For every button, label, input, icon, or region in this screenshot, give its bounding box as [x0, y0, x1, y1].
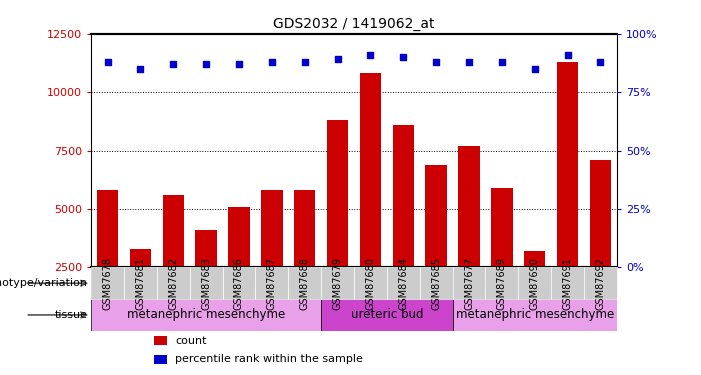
- Text: GSM87681: GSM87681: [135, 257, 145, 310]
- Text: GSM87682: GSM87682: [168, 257, 178, 310]
- Point: [529, 66, 540, 72]
- Bar: [91, 267, 453, 299]
- Text: count: count: [175, 336, 207, 346]
- Bar: [590, 160, 611, 267]
- Text: GSM87687: GSM87687: [267, 257, 277, 310]
- FancyBboxPatch shape: [124, 267, 157, 299]
- Point: [463, 59, 475, 65]
- Bar: [321, 299, 453, 331]
- FancyBboxPatch shape: [255, 267, 288, 299]
- Point: [266, 59, 278, 65]
- FancyBboxPatch shape: [223, 267, 255, 299]
- Point: [332, 57, 343, 63]
- FancyBboxPatch shape: [354, 267, 387, 299]
- Bar: [393, 125, 414, 267]
- Text: GSM87686: GSM87686: [234, 257, 244, 310]
- Point: [200, 61, 212, 67]
- Point: [496, 59, 508, 65]
- FancyBboxPatch shape: [518, 267, 551, 299]
- Text: GSM87678: GSM87678: [102, 257, 113, 310]
- Bar: [294, 190, 315, 267]
- Bar: [360, 74, 381, 267]
- Text: GSM87692: GSM87692: [595, 257, 606, 310]
- Bar: [154, 355, 168, 364]
- FancyBboxPatch shape: [485, 267, 518, 299]
- Text: GSM87683: GSM87683: [201, 257, 211, 310]
- Point: [102, 59, 113, 65]
- Bar: [453, 267, 617, 299]
- Text: percentile rank within the sample: percentile rank within the sample: [175, 354, 363, 364]
- FancyBboxPatch shape: [288, 267, 321, 299]
- Point: [135, 66, 146, 72]
- Bar: [229, 207, 250, 267]
- Text: metanephric mesenchyme: metanephric mesenchyme: [456, 308, 614, 321]
- Point: [430, 59, 442, 65]
- Bar: [130, 249, 151, 267]
- Bar: [453, 299, 617, 331]
- Bar: [524, 251, 545, 267]
- FancyBboxPatch shape: [190, 267, 223, 299]
- Bar: [163, 195, 184, 267]
- Text: GSM87679: GSM87679: [332, 257, 343, 310]
- Text: GSM87690: GSM87690: [530, 257, 540, 310]
- Bar: [491, 188, 512, 267]
- FancyBboxPatch shape: [551, 267, 584, 299]
- Bar: [426, 165, 447, 267]
- Text: GSM87689: GSM87689: [497, 257, 507, 310]
- Bar: [91, 299, 321, 331]
- Point: [562, 52, 573, 58]
- Text: wild type: wild type: [245, 277, 299, 290]
- Bar: [196, 230, 217, 267]
- Point: [595, 59, 606, 65]
- FancyBboxPatch shape: [420, 267, 453, 299]
- Text: GSM87685: GSM87685: [431, 257, 441, 310]
- Bar: [327, 120, 348, 267]
- FancyBboxPatch shape: [157, 267, 190, 299]
- Bar: [458, 146, 479, 267]
- Text: GSM87691: GSM87691: [563, 257, 573, 310]
- Text: GSM87688: GSM87688: [300, 257, 310, 310]
- Text: genotype/variation: genotype/variation: [0, 278, 88, 288]
- Text: HoxA11 HoxD11 null: HoxA11 HoxD11 null: [474, 277, 595, 290]
- FancyBboxPatch shape: [91, 267, 124, 299]
- Text: tissue: tissue: [55, 310, 88, 320]
- Point: [365, 52, 376, 58]
- Bar: [261, 190, 283, 267]
- Point: [168, 61, 179, 67]
- FancyBboxPatch shape: [453, 267, 485, 299]
- FancyBboxPatch shape: [321, 267, 354, 299]
- Bar: [154, 336, 168, 345]
- FancyBboxPatch shape: [387, 267, 420, 299]
- Bar: [97, 190, 118, 267]
- Bar: [557, 62, 578, 267]
- Point: [233, 61, 245, 67]
- Text: metanephric mesenchyme: metanephric mesenchyme: [127, 308, 285, 321]
- Text: GSM87677: GSM87677: [464, 256, 474, 310]
- Text: GSM87684: GSM87684: [398, 257, 408, 310]
- Title: GDS2032 / 1419062_at: GDS2032 / 1419062_at: [273, 17, 435, 32]
- FancyBboxPatch shape: [584, 267, 617, 299]
- Text: GSM87680: GSM87680: [365, 257, 376, 310]
- Text: ureteric bud: ureteric bud: [350, 308, 423, 321]
- Point: [299, 59, 311, 65]
- Point: [397, 54, 409, 60]
